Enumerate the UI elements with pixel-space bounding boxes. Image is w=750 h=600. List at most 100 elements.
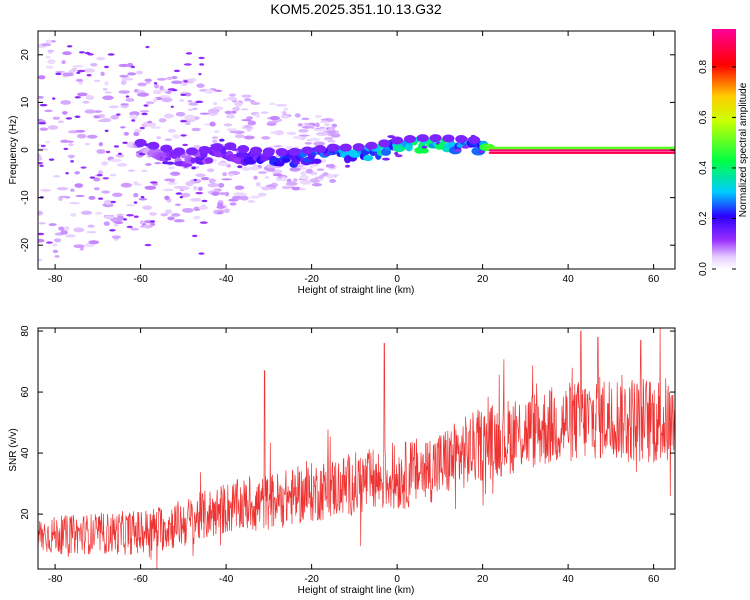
spectrogram-cell [126,203,135,207]
spectrogram-cell [80,166,87,169]
spectrogram-cell [156,136,162,140]
spectrogram-y-ticks: -20 -10 0 10 20 [20,49,675,252]
spectrogram-cell [87,224,95,228]
spectrogram-cell [125,98,135,102]
figure-title: KOM5.2025.351.10.13.G32 [270,1,441,17]
colorbar-label: Normalized spectral amplitude [738,82,749,217]
spectrogram-cell [172,134,180,139]
spectrogram-cell [102,95,114,101]
spectrogram-cell [180,134,187,137]
spectrogram-cell [76,71,81,74]
spectrogram-cell [331,123,338,128]
spectrogram-cell [234,101,243,107]
spectrogram-cell [243,98,252,102]
spectrogram-cell [86,74,92,77]
spectrogram-cell [168,166,176,170]
spectrogram-cell [257,192,267,197]
spectrogram-cell [339,143,352,152]
spectrogram-cell [116,113,121,116]
spectrogram-cell [170,171,181,176]
colorbar-tick-label: 0.0 [698,262,709,276]
spectrogram-cell [238,192,247,197]
colorbar-ticks: 0.0 0.2 0.4 0.6 0.8 [698,60,736,276]
spectrogram-cell [94,187,100,191]
spectrogram-cell [74,183,84,188]
spectrogram-cell [62,51,72,56]
spectrogram-cell [82,100,90,104]
spectrogram-cell [116,163,128,167]
spectrogram-cell [47,59,56,65]
spectrogram-cell [223,208,230,214]
spectrogram-cell [147,120,152,124]
spectrogram-cell [56,186,69,191]
spectrogram-cell [133,192,139,198]
spectrogram-cell [250,101,261,105]
spectrogram-cell [62,72,74,77]
spectrogram-cell [58,226,65,231]
spectrogram-cell [121,80,127,86]
spectrogram-cell [207,108,220,114]
spectrogram-cell [216,205,226,209]
spectrogram-cell [156,77,167,81]
spectrogram-cell [261,136,271,140]
spectrogram-cell [298,134,310,137]
spectrogram-cell [193,215,201,220]
spectrogram-cell [232,106,241,111]
spectrogram-cell [46,241,53,244]
spectrogram-cell [273,130,284,136]
spectrogram-cell [241,167,252,171]
x-tick-label: 40 [563,574,575,585]
spectrogram-cell [75,194,85,198]
spectrogram-cell [64,234,76,238]
spectrogram-cell [253,164,258,170]
spectrogram-cells [38,39,675,262]
spectrogram-cell [83,68,96,73]
spectrogram-cell [211,113,218,116]
spectrogram-y-label: Frequency (Hz) [8,116,19,185]
spectrogram-cell [269,115,280,121]
spectrogram-cell [150,222,156,227]
spectrogram-cell [387,135,395,139]
spectrogram-cell [38,222,46,225]
spectrogram-cell [217,192,228,196]
spectrogram-cell [112,192,123,198]
spectrogram-cell [118,63,130,68]
spectrogram-cell [672,151,675,154]
spectrogram-cell [204,157,214,164]
spectrogram-cell [88,195,96,200]
spectrogram-cell [190,198,202,202]
spectrogram-cell [273,145,283,148]
x-tick-label: -20 [304,574,319,585]
spectrogram-cell [90,62,98,67]
spectrogram-cell [468,135,481,144]
spectrogram-cell [261,187,271,191]
spectrogram-cell [258,171,267,174]
spectrogram-cell [143,104,149,107]
spectrogram-cell [224,110,233,115]
spectrogram-cell [114,221,124,225]
spectrogram-cell [192,107,198,111]
spectrogram-cell [105,150,111,154]
spectrogram-cell [133,215,139,218]
spectrogram-cell [161,97,173,103]
spectrogram-cell [103,199,113,205]
spectrogram-cell [38,75,46,80]
spectrogram-cell [160,144,173,153]
spectrogram-cell [74,171,80,175]
spectrogram-cell [314,114,323,118]
spectrogram-cell [184,114,196,120]
spectrogram-cell [53,175,61,178]
spectrogram-cell [207,182,219,188]
spectrogram-cell [86,231,97,234]
spectrogram-cell [159,95,171,98]
spectrogram-cell [70,160,75,163]
spectrogram-cell [208,178,216,184]
spectrogram-cell [94,211,103,215]
spectrogram-cell [120,182,133,188]
spectrogram-cell [182,207,194,213]
spectrogram-cell [73,244,85,249]
spectrogram-cell [225,113,235,119]
spectrogram-cell [64,226,70,231]
spectrogram-cell [38,232,45,236]
spectrogram-cell [191,166,196,170]
